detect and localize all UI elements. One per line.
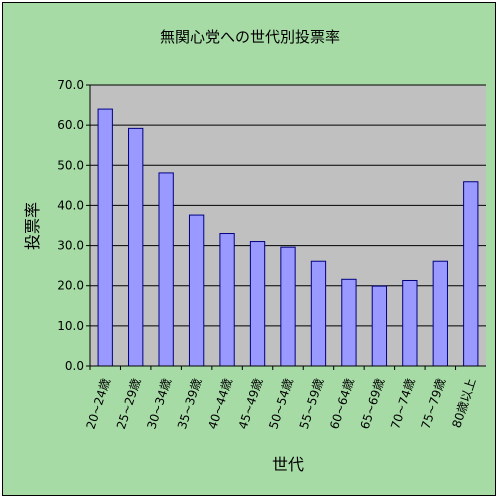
bar [249,241,266,367]
bars [97,108,479,367]
x-tick-label: 35~39歳 [175,377,205,431]
chart-title: 無関心党への世代別投票率 [160,28,340,46]
bar [128,127,144,367]
x-tick-label: 30~34歳 [144,377,174,431]
y-tick-label: 10.0 [57,319,84,333]
bar [341,278,357,367]
x-tick-label: 70~74歳 [388,377,418,431]
y-tick-label: 20.0 [57,279,84,293]
bar [280,246,296,367]
y-tick-label: 60.0 [57,118,84,132]
x-tick-label: 50~54歳 [266,377,296,431]
bar [310,260,327,367]
x-tick-label: 40~44歳 [205,377,235,431]
x-tick-labels: 20~24歳 25~29歳 30~34歳 35~39歳 40~44歳 45~49歳 50~5… [84,366,479,431]
y-tick-label: 50.0 [57,158,84,172]
bar [371,285,388,367]
y-tick-label: 40.0 [57,198,84,212]
x-tick-label: 20~24歳 [84,377,114,431]
x-tick-label: 75~79歳 [419,377,449,431]
bar [158,172,174,367]
y-tick-labels: 0.0 10.0 20.0 30.0 40.0 50.0 60.0 70.0 [57,78,90,373]
x-tick-label: 25~29歳 [114,377,144,431]
bar [463,181,479,367]
grid-lines [90,84,486,327]
x-tick-label: 60~64歳 [327,377,357,431]
bar [188,214,205,367]
bar [97,108,113,367]
y-tick-label: 70.0 [57,78,84,92]
x-axis-title: 世代 [272,455,304,474]
bar [219,233,235,367]
y-axis-title: 投票率 [23,202,42,250]
x-tick-label: 65~69歳 [358,377,388,431]
x-tick-label: 55~59歳 [297,377,327,431]
x-tick-label: 80歳以上 [449,377,478,430]
bar [432,260,448,367]
y-tick-label: 30.0 [57,239,84,253]
bar [402,279,418,367]
y-tick-label: 0.0 [65,359,84,373]
x-tick-label: 45~49歳 [236,377,266,431]
